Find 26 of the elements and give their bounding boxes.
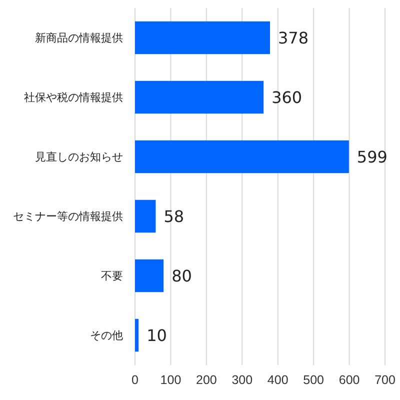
bar xyxy=(135,21,270,54)
data-label: 378 xyxy=(278,28,309,48)
y-tick-label: 見直しのお知らせ xyxy=(35,150,123,164)
x-tick-label: 300 xyxy=(232,372,253,387)
data-label: 599 xyxy=(356,147,388,166)
bar xyxy=(135,140,349,174)
x-tick-label: 700 xyxy=(374,372,396,387)
data-label: 80 xyxy=(172,266,192,286)
data-label: 360 xyxy=(272,88,302,107)
x-tick-label: 400 xyxy=(267,372,288,387)
bar xyxy=(135,80,264,114)
y-tick-label: 社保や税の情報提供 xyxy=(24,90,123,104)
x-tick-label: 100 xyxy=(160,372,182,387)
x-tick-label: 200 xyxy=(196,372,217,387)
y-tick-label: セミナー等の情報提供 xyxy=(13,210,123,223)
y-tick-label: 不要 xyxy=(101,270,123,282)
bar xyxy=(135,200,156,233)
y-tick-label: 新商品の情報提供 xyxy=(35,31,123,44)
y-tick-label: その他 xyxy=(90,330,123,342)
data-label: 58 xyxy=(164,206,184,226)
bar xyxy=(135,318,139,352)
x-tick-label: 500 xyxy=(303,372,324,387)
bar xyxy=(135,259,164,292)
data-label: 10 xyxy=(146,326,167,345)
x-tick-label: 0 xyxy=(132,372,139,387)
x-tick-label: 600 xyxy=(338,372,360,387)
